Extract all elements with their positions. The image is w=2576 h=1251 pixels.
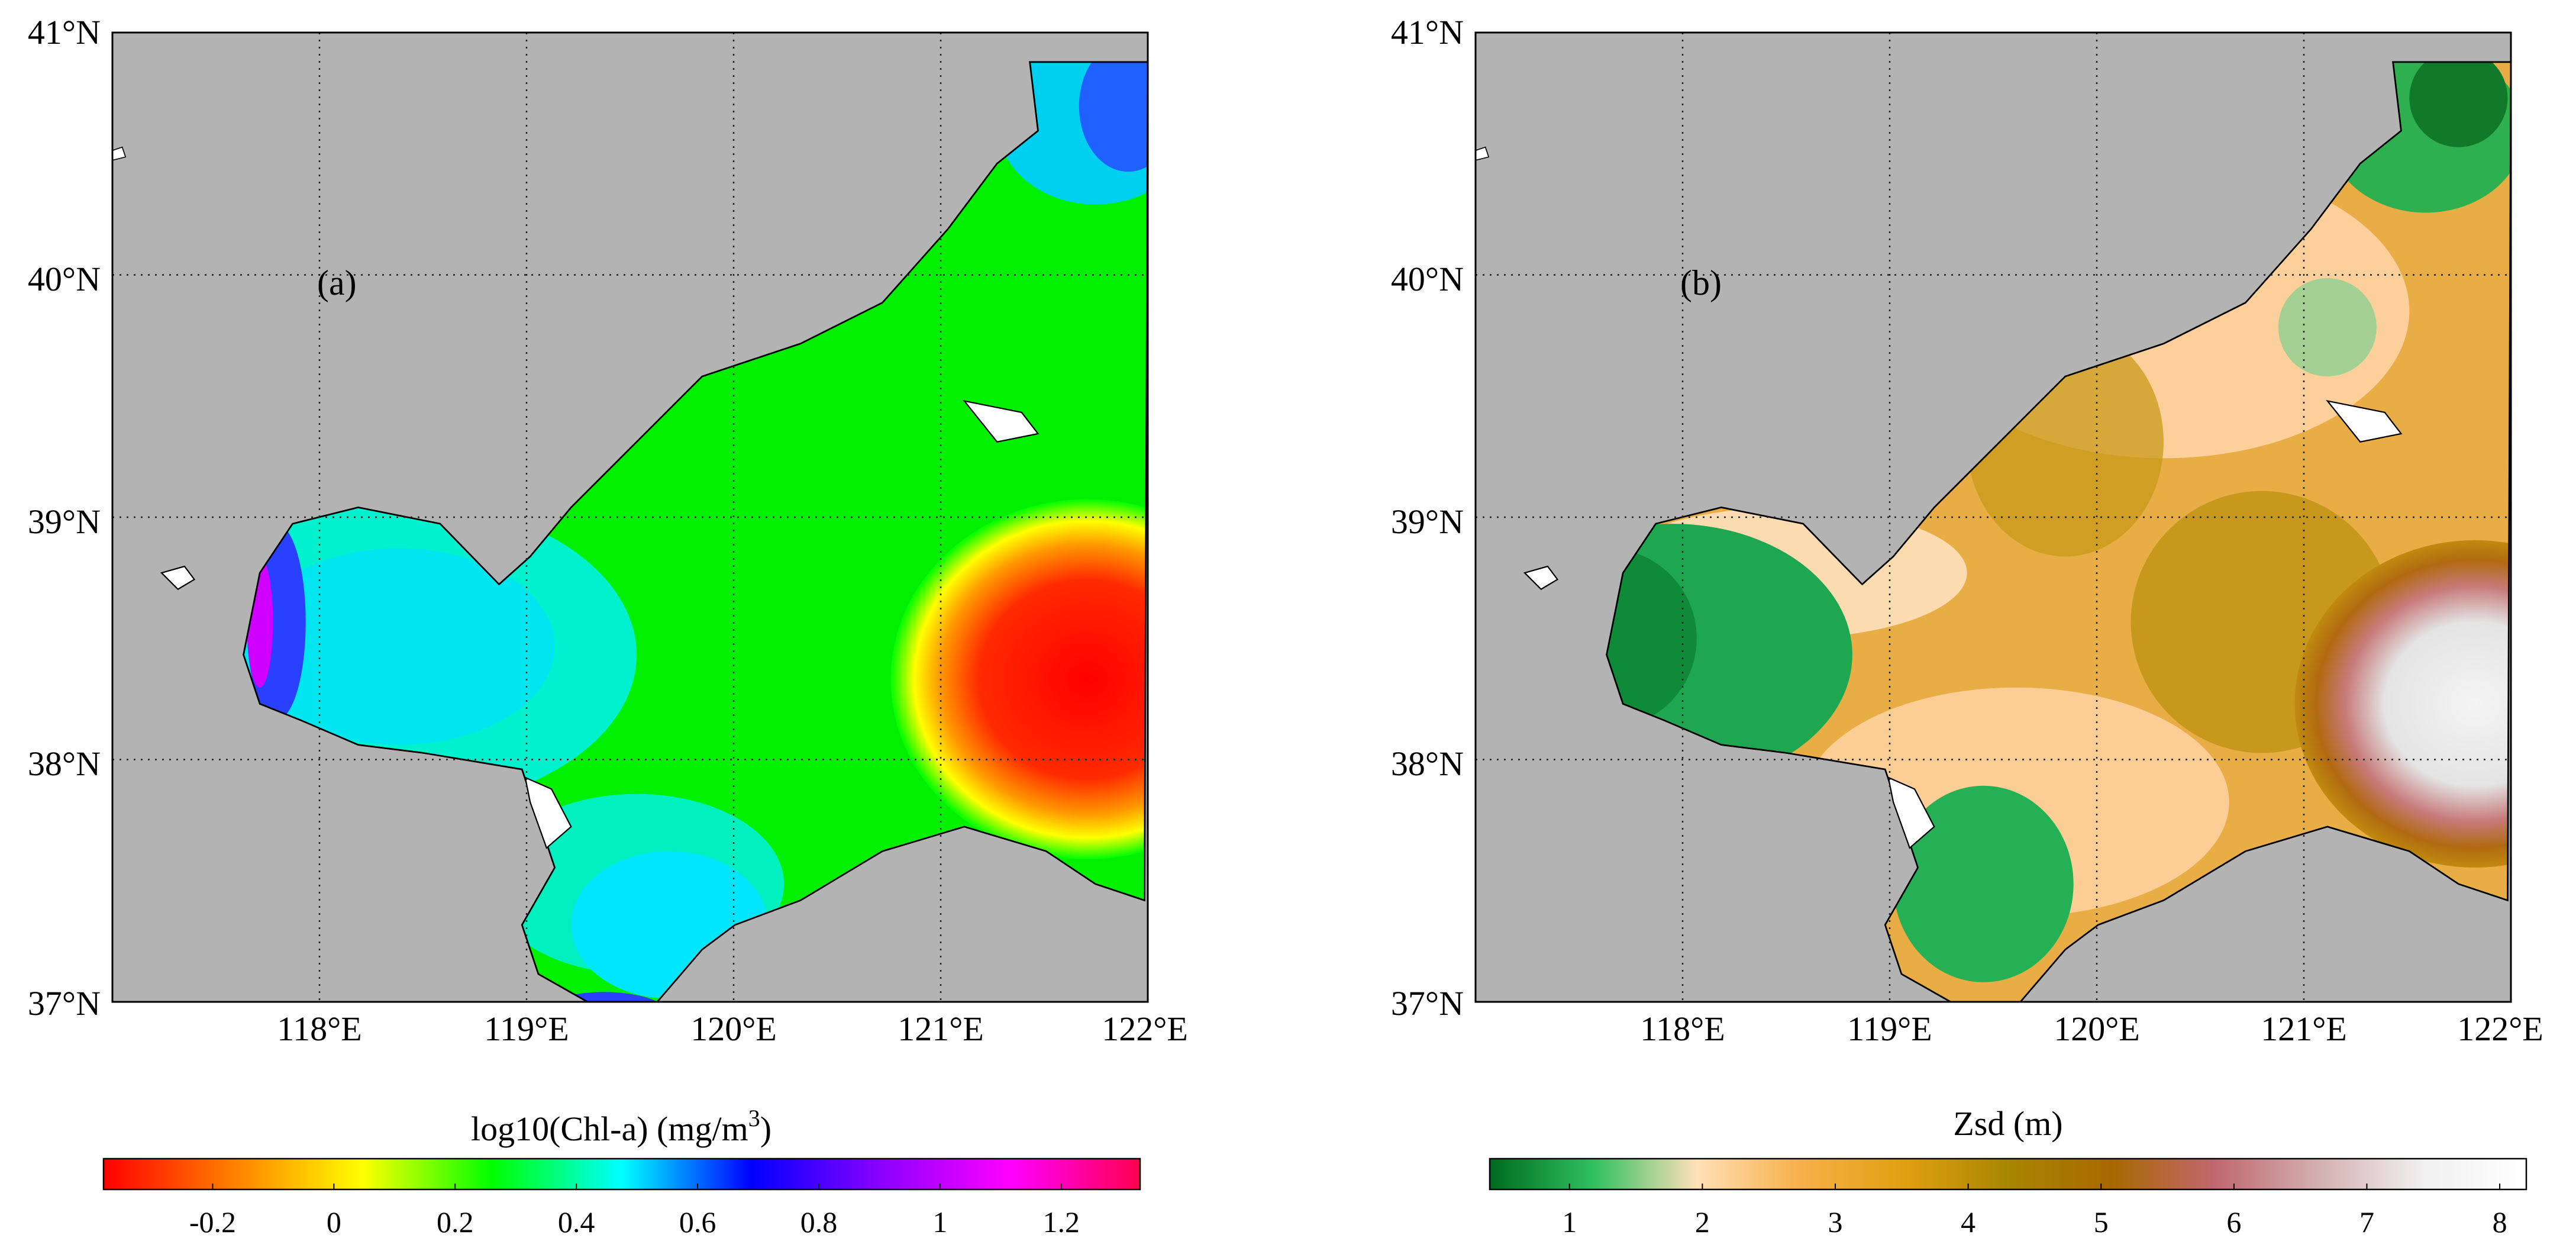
colorbar-a-tick-label: 0.4: [557, 1205, 595, 1239]
map-panel-a: [112, 33, 1148, 1002]
panel-b-lat-38: 38°N: [1390, 744, 1464, 783]
panel-b-lon-118: 118°E: [1640, 1010, 1725, 1048]
colorbar-b-tick-label: 4: [1961, 1205, 1976, 1239]
panel-b-tag: (b): [1680, 263, 1722, 302]
bay-a: [524, 776, 572, 849]
colorbar-b-tick-label: 8: [2492, 1205, 2507, 1239]
panel-b-lat-41: 41°N: [1390, 13, 1464, 51]
graticule-b: [1476, 33, 2511, 1002]
panel-a-tag: (a): [317, 263, 357, 302]
colorbar-b-tick-label: 6: [2226, 1205, 2242, 1239]
colorbar-b-tick-label: 7: [2359, 1205, 2374, 1239]
colorbar-a-title-text: log10(Chl-a) (mg/m: [470, 1110, 748, 1148]
islet-b: [2326, 399, 2403, 443]
colorbar-a-title-sup: 3: [748, 1105, 760, 1131]
colorbar-a-tick-label: 0: [326, 1205, 341, 1239]
bay-b: [1887, 776, 1935, 849]
map-panel-b: [1476, 33, 2511, 1002]
colorbar-a-tick-label: 1: [932, 1205, 948, 1239]
panel-a-lon-120: 120°E: [690, 1010, 777, 1048]
colorbar-a-title: log10(Chl-a) (mg/m3): [471, 1107, 771, 1146]
map-a-frame: [111, 31, 1149, 1003]
panel-b-lon-119: 119°E: [1847, 1010, 1932, 1048]
colorbar-a-title-end: ): [760, 1110, 772, 1148]
panel-a-lat-41: 41°N: [27, 13, 101, 51]
panel-b-lon-122: 122°E: [2457, 1010, 2543, 1048]
colorbar-b-title: Zsd (m): [1953, 1107, 2062, 1141]
panel-b-lon-120: 120°E: [2054, 1010, 2140, 1048]
island-a: [160, 565, 196, 591]
islet-a-2: [112, 146, 127, 161]
panel-b-lon-121: 121°E: [2261, 1010, 2347, 1048]
panel-a-lon-121: 121°E: [898, 1010, 984, 1048]
panel-a-lon-122: 122°E: [1102, 1010, 1188, 1048]
panel-b-lat-40: 40°N: [1390, 260, 1464, 298]
colorbar-b-tick-label: 1: [1562, 1205, 1577, 1239]
panel-a-lon-118: 118°E: [277, 1010, 362, 1048]
islet-a: [963, 399, 1040, 443]
colorbar-b-title-text: Zsd (m): [1953, 1104, 2063, 1143]
colorbar-a-tick-label: 0.8: [800, 1205, 838, 1239]
colorbar-tick-marks: [212, 1184, 2501, 1189]
islet-b-2: [1476, 146, 1490, 161]
colorbar-a-tick-label: -0.2: [189, 1205, 236, 1239]
colorbar-b: [1489, 1158, 2527, 1191]
panel-a-lat-40: 40°N: [27, 260, 101, 298]
colorbar-a-tick-label: 1.2: [1042, 1205, 1080, 1239]
map-b-canvas: [1476, 33, 2511, 1002]
colorbar-a: [102, 1158, 1141, 1191]
colorbar-b-tick-label: 3: [1828, 1205, 1843, 1239]
panel-a-lat-38: 38°N: [27, 744, 101, 783]
map-b-frame: [1474, 31, 2512, 1003]
panel-a-lat-37: 37°N: [27, 984, 101, 1023]
panel-a-lat-39: 39°N: [27, 502, 101, 541]
colorbar-a-tick-label: 0.6: [679, 1205, 716, 1239]
graticule-a: [112, 33, 1148, 1002]
colorbar-b-tick-label: 5: [2093, 1205, 2109, 1239]
panel-a-lon-119: 119°E: [484, 1010, 569, 1048]
island-b: [1523, 565, 1559, 591]
colorbar-b-tick-label: 2: [1694, 1205, 1710, 1239]
panel-b-lat-37: 37°N: [1390, 984, 1464, 1023]
panel-b-lat-39: 39°N: [1390, 502, 1464, 541]
map-a-canvas: [112, 33, 1148, 1002]
colorbar-a-tick-label: 0.2: [436, 1205, 474, 1239]
